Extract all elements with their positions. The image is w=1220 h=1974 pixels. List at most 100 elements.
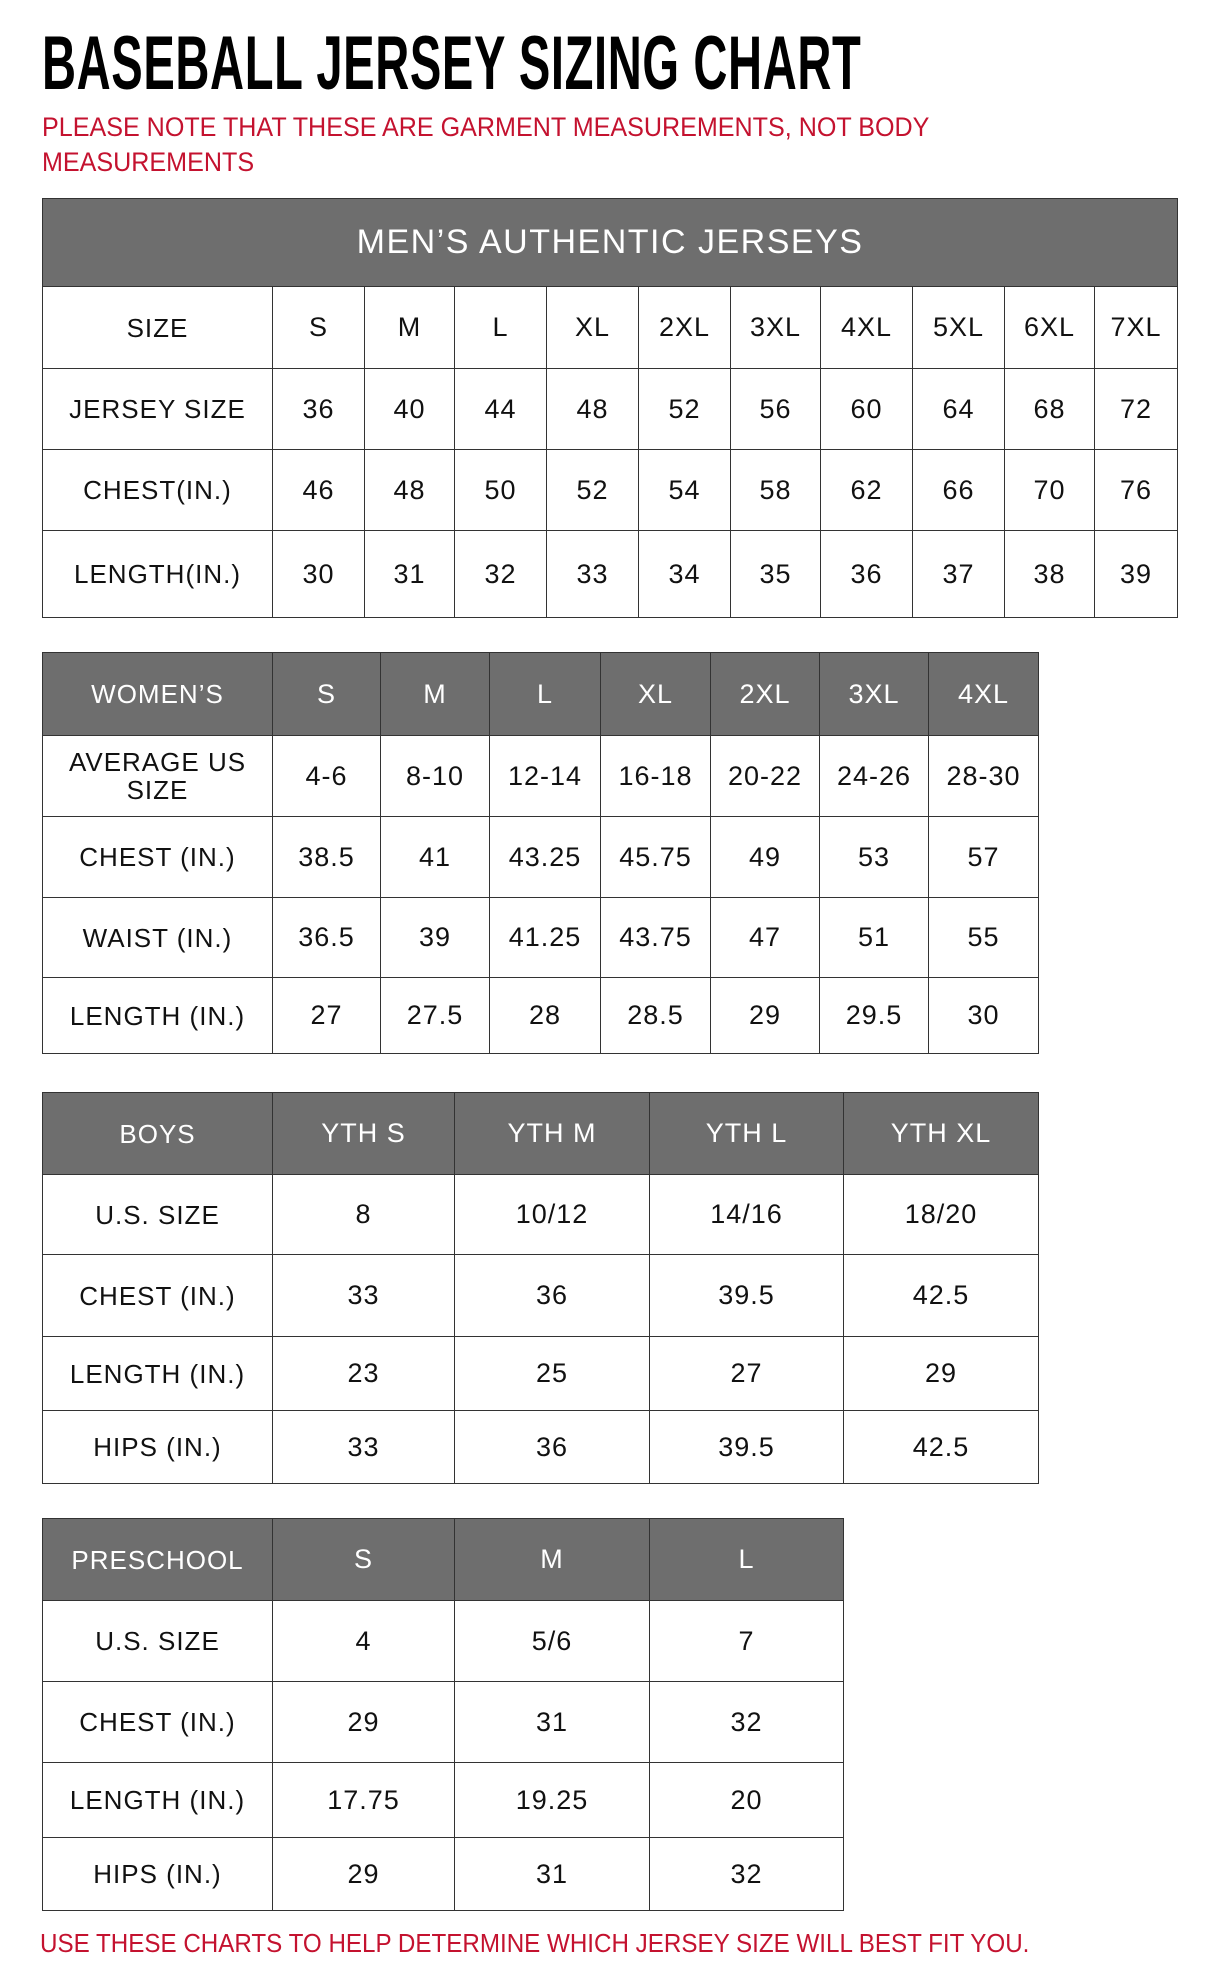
table-cell: 36 xyxy=(454,1410,650,1484)
table-cell: 23 xyxy=(272,1336,455,1411)
table-banner-row: MEN’S AUTHENTIC JERSEYS xyxy=(41,198,1179,287)
table-row: CHEST(IN.) 46 48 50 52 54 58 62 66 70 76 xyxy=(42,449,1179,531)
table-cell: 30 xyxy=(928,977,1039,1054)
table-row: CHEST (IN.) 33 36 39.5 42.5 xyxy=(42,1254,1039,1337)
table-cell: 39 xyxy=(1093,530,1179,618)
table-cell: 33 xyxy=(546,530,639,618)
table-cell: 37 xyxy=(912,530,1005,618)
measurement-label: U.S. SIZE xyxy=(42,1600,273,1682)
table-row: U.S. SIZE 4 5/6 7 xyxy=(42,1600,844,1682)
measurement-label: JERSEY SIZE xyxy=(42,368,273,450)
table-row: CHEST (IN.) 29 31 32 xyxy=(42,1681,844,1763)
measurement-label: U.S. SIZE xyxy=(42,1174,273,1255)
table-cell: 14/16 xyxy=(649,1174,844,1255)
table-cell: 72 xyxy=(1093,368,1179,450)
size-column-header: L xyxy=(454,286,547,369)
table-cell: 48 xyxy=(546,368,639,450)
table-cell: 53 xyxy=(819,816,929,898)
measurement-label: CHEST (IN.) xyxy=(42,816,273,898)
table-row: LENGTH (IN.) 17.75 19.25 20 xyxy=(42,1762,844,1838)
table-cell: 39.5 xyxy=(649,1254,844,1337)
table-cell: 38 xyxy=(1004,530,1095,618)
measurement-label: HIPS (IN.) xyxy=(42,1837,273,1911)
size-column-header: M xyxy=(380,652,490,736)
measurement-label: CHEST(IN.) xyxy=(42,449,273,531)
size-column-header: S xyxy=(272,652,381,736)
table-cell: 36 xyxy=(272,368,365,450)
table-cell: 58 xyxy=(730,449,821,531)
table-cell: 51 xyxy=(819,897,929,978)
measurement-label: CHEST (IN.) xyxy=(42,1254,273,1337)
size-column-header: M xyxy=(364,286,455,369)
table-cell: 52 xyxy=(638,368,731,450)
table-row: LENGTH (IN.) 23 25 27 29 xyxy=(42,1336,1039,1411)
table-cell: 25 xyxy=(454,1336,650,1411)
table-cell: 40 xyxy=(364,368,455,450)
size-column-header: L xyxy=(489,652,601,736)
table-cell: 43.25 xyxy=(489,816,601,898)
table-cell: 24-26 xyxy=(819,735,929,817)
size-column-header: 4XL xyxy=(820,286,913,369)
table-cell: 4-6 xyxy=(272,735,381,817)
size-column-header: 2XL xyxy=(638,286,731,369)
size-column-header: 4XL xyxy=(928,652,1039,736)
table-cell: 57 xyxy=(928,816,1039,898)
table-cell: 29 xyxy=(272,1681,455,1763)
measurement-label: LENGTH(IN.) xyxy=(42,530,273,618)
table-cell: 29 xyxy=(272,1837,455,1911)
measurement-label: LENGTH (IN.) xyxy=(42,1336,273,1411)
table-cell: 12-14 xyxy=(489,735,601,817)
measurement-label: LENGTH (IN.) xyxy=(42,1762,273,1838)
size-column-header: XL xyxy=(600,652,711,736)
table-cell: 29 xyxy=(710,977,820,1054)
table-corner-label: WOMEN’S xyxy=(42,652,273,736)
table-cell: 38.5 xyxy=(272,816,381,898)
table-cell: 19.25 xyxy=(454,1762,650,1838)
table-cell: 28-30 xyxy=(928,735,1039,817)
table-cell: 42.5 xyxy=(843,1410,1039,1484)
table-cell: 39.5 xyxy=(649,1410,844,1484)
table-row: WAIST (IN.) 36.5 39 41.25 43.75 47 51 55 xyxy=(42,897,1039,978)
table-row: HIPS (IN.) 33 36 39.5 42.5 xyxy=(42,1410,1039,1484)
table-cell: 29 xyxy=(843,1336,1039,1411)
table-header-row: WOMEN’S S M L XL 2XL 3XL 4XL xyxy=(42,652,1039,736)
size-column-header: S xyxy=(272,286,365,369)
size-column-header: YTH M xyxy=(454,1092,650,1175)
table-cell: 28 xyxy=(489,977,601,1054)
table-cell: 32 xyxy=(649,1681,844,1763)
table-cell: 43.75 xyxy=(600,897,711,978)
table-row: JERSEY SIZE 36 40 44 48 52 56 60 64 68 72 xyxy=(42,368,1179,450)
table-cell: 62 xyxy=(820,449,913,531)
table-cell: 7 xyxy=(649,1600,844,1682)
size-column-header: 5XL xyxy=(912,286,1005,369)
table-cell: 64 xyxy=(912,368,1005,450)
size-column-header: 3XL xyxy=(819,652,929,736)
footer-note: USE THESE CHARTS TO HELP DETERMINE WHICH… xyxy=(40,1928,1030,1958)
table-cell: 50 xyxy=(454,449,547,531)
table-corner-label: BOYS xyxy=(42,1092,273,1175)
table-cell: 18/20 xyxy=(843,1174,1039,1255)
table-title: MEN’S AUTHENTIC JERSEYS xyxy=(41,198,1179,287)
table-row: CHEST (IN.) 38.5 41 43.25 45.75 49 53 57 xyxy=(42,816,1039,898)
table-row: LENGTH(IN.) 30 31 32 33 34 35 36 37 38 39 xyxy=(42,530,1179,618)
measurement-label: WAIST (IN.) xyxy=(42,897,273,978)
table-cell: 4 xyxy=(272,1600,455,1682)
table-cell: 36 xyxy=(454,1254,650,1337)
size-column-header: 6XL xyxy=(1004,286,1095,369)
measurement-label: CHEST (IN.) xyxy=(42,1681,273,1763)
table-corner-label: PRESCHOOL xyxy=(42,1518,273,1601)
size-column-header: M xyxy=(454,1518,650,1601)
table-cell: 10/12 xyxy=(454,1174,650,1255)
table-cell: 34 xyxy=(638,530,731,618)
table-cell: 52 xyxy=(546,449,639,531)
table-cell: 8 xyxy=(272,1174,455,1255)
table-cell: 33 xyxy=(272,1254,455,1337)
size-column-header: YTH XL xyxy=(843,1092,1039,1175)
page-title: BASEBALL JERSEY SIZING CHART xyxy=(42,21,862,106)
table-cell: 70 xyxy=(1004,449,1095,531)
table-cell: 66 xyxy=(912,449,1005,531)
table-cell: 32 xyxy=(454,530,547,618)
table-cell: 48 xyxy=(364,449,455,531)
table-cell: 31 xyxy=(454,1681,650,1763)
garment-measurement-note: PLEASE NOTE THAT THESE ARE GARMENT MEASU… xyxy=(42,112,929,177)
